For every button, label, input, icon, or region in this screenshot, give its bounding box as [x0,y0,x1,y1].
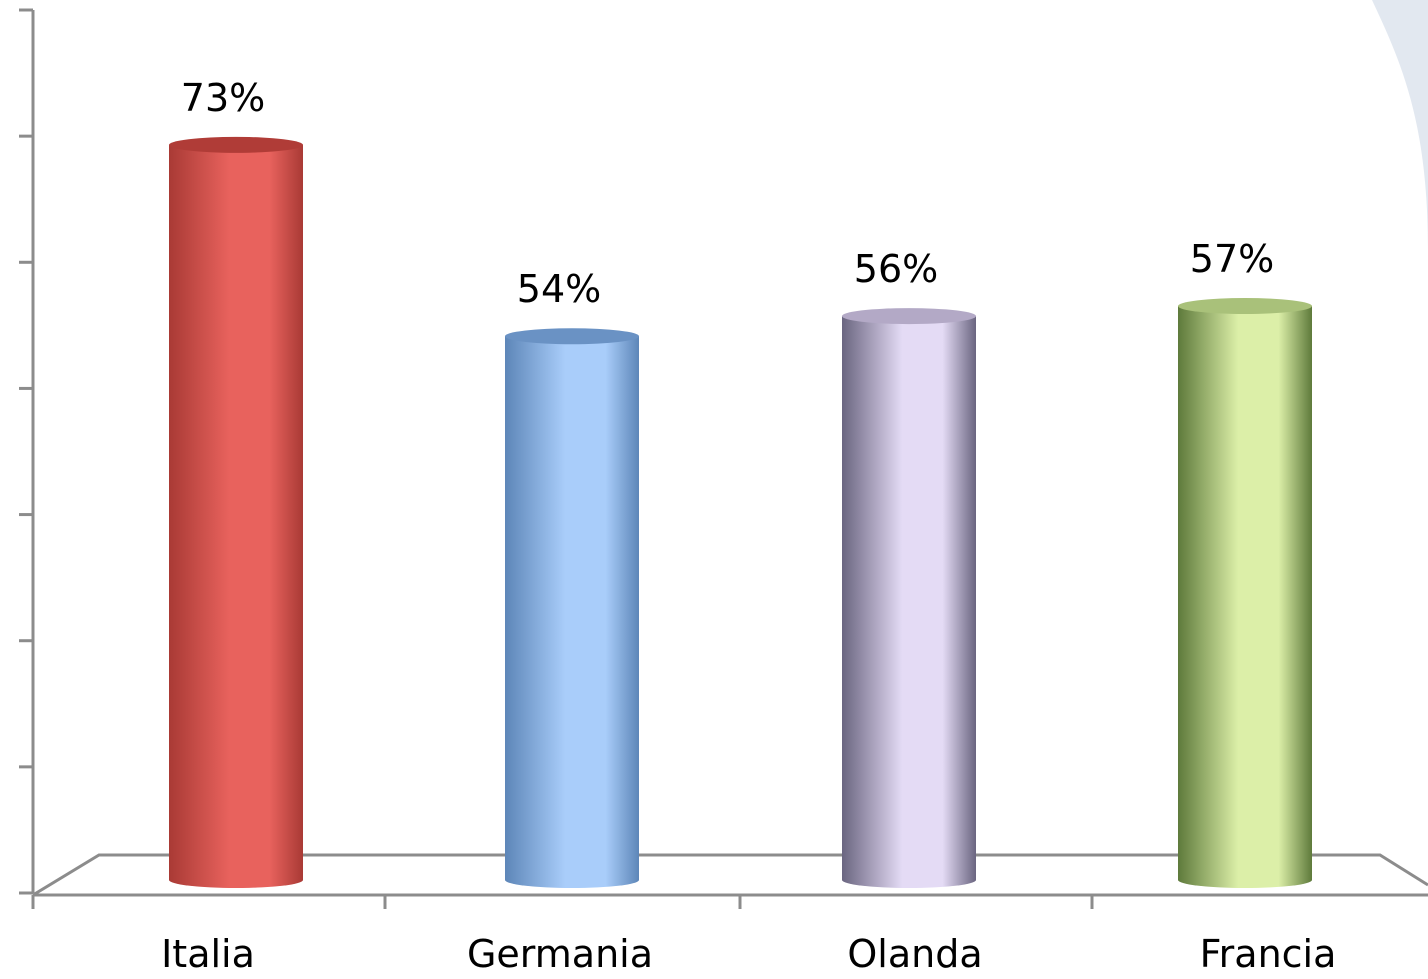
labels: 73% Italia 54% Germania 56% Olanda 57% Francia [161,76,1336,976]
category-label: Italia [161,932,255,976]
bar-top-cap [505,328,639,345]
category-label: Germania [467,932,653,976]
value-label: 54% [517,267,601,311]
value-label: 73% [181,76,265,120]
bar-top-cap [842,308,976,325]
category-label: Francia [1200,932,1337,976]
decorative-swoosh [1372,0,1428,250]
bar-top-cap [1178,298,1312,315]
bar-germania [505,328,639,889]
bar-body [505,336,639,889]
value-label: 56% [854,247,938,291]
bar-body [842,316,976,889]
axes [19,8,1428,909]
value-label: 57% [1190,237,1274,281]
bar-body [169,144,303,888]
floor-back-edge [32,853,1428,897]
bar-body [1178,306,1312,888]
bar-italia [169,136,303,888]
category-label: Olanda [847,932,982,976]
bar-top-cap [169,136,303,153]
bar-olanda [842,308,976,889]
bars [169,136,1312,889]
bar-francia [1178,298,1312,888]
